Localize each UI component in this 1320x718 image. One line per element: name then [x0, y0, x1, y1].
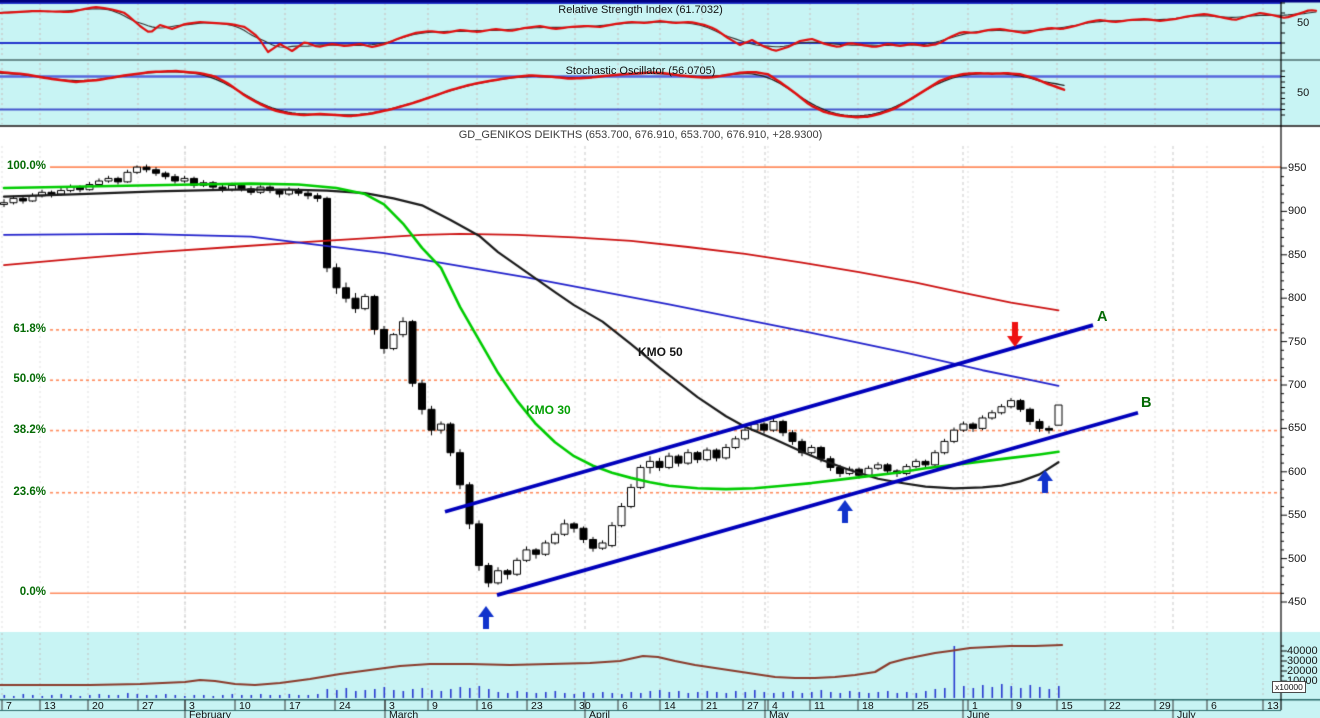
month-label: May — [769, 709, 789, 718]
date-tick-label: 18 — [862, 700, 874, 712]
date-tick-label: 7 — [6, 700, 12, 712]
stoch-panel-title: Stochastic Oscillator (56.0705) — [565, 65, 716, 77]
trendline-a-label: A — [1097, 309, 1108, 325]
fib-level-label: 61.8% — [13, 322, 46, 335]
month-label: March — [389, 709, 419, 718]
price-axis-label: 700 — [1288, 379, 1307, 391]
stoch-axis-label: 50 — [1297, 87, 1310, 99]
date-tick-label: 1 — [972, 700, 978, 712]
kmo50-annotation: KMO 50 — [638, 345, 683, 359]
price-axis-label: 600 — [1288, 465, 1307, 478]
date-tick-label: 27 — [142, 700, 154, 712]
price-axis-label: 650 — [1288, 422, 1307, 435]
month-label: June — [967, 709, 990, 718]
date-tick-label: 9 — [1016, 700, 1022, 712]
price-axis-label: 500 — [1288, 552, 1307, 565]
price-axis-label: 800 — [1288, 292, 1307, 305]
date-tick-label: 17 — [289, 700, 301, 712]
price-axis-label: 900 — [1288, 205, 1307, 218]
month-label: February — [189, 709, 232, 718]
date-tick-label: 23 — [531, 700, 543, 712]
volume-axis-label: 30000 — [1287, 655, 1318, 667]
date-tick-label: 3 — [189, 700, 195, 712]
price-axis-label: 450 — [1288, 596, 1307, 608]
date-tick-label: 16 — [481, 700, 493, 712]
fib-level-label: 100.0% — [6, 160, 46, 173]
date-tick-label: 6 — [622, 700, 628, 712]
date-tick-label: 6 — [1211, 700, 1217, 712]
volume-axis-label: 40000 — [1287, 645, 1318, 657]
date-tick-label: 9 — [432, 700, 438, 712]
fib-level-label: 0.0% — [19, 586, 46, 599]
price-axis-label: 750 — [1288, 335, 1307, 348]
fib-level-label: 38.2% — [13, 423, 46, 436]
volume-multiplier-badge: x10000 — [1272, 681, 1306, 693]
price-axis-label: 550 — [1288, 509, 1307, 522]
rsi-axis-label: 50 — [1297, 17, 1310, 29]
month-label: July — [1177, 709, 1196, 718]
kmo30-annotation: KMO 30 — [526, 403, 571, 417]
fib-level-label: 23.6% — [13, 485, 46, 498]
date-tick-label: 20 — [92, 700, 104, 712]
date-tick-label: 10 — [239, 700, 251, 712]
date-tick-label: 25 — [917, 700, 929, 712]
date-tick-label: 14 — [664, 700, 676, 712]
price-axis-label: 850 — [1288, 248, 1307, 261]
date-tick-label: 4 — [772, 700, 778, 712]
date-tick-label: 13 — [44, 700, 56, 712]
date-tick-label: 29 — [1159, 700, 1171, 712]
date-tick-label: 21 — [706, 700, 718, 712]
price-axis-label: 950 — [1288, 162, 1307, 174]
rsi-panel-title: Relative Strength Index (61.7032) — [558, 4, 723, 16]
month-label: April — [589, 709, 611, 718]
date-tick-label: 24 — [339, 700, 351, 712]
date-tick-label: 3 — [389, 700, 395, 712]
fib-level-label: 50.0% — [13, 373, 46, 386]
date-tick-label: 13 — [1267, 700, 1279, 712]
date-tick-label: 11 — [814, 700, 825, 712]
trendline-b-label: B — [1141, 395, 1152, 411]
date-tick-label: 15 — [1061, 700, 1073, 712]
main-panel-title: GD_GENIKOS DEIKTHS (653.700, 676.910, 65… — [458, 129, 823, 141]
date-tick-label: 22 — [1109, 700, 1121, 712]
volume-axis-label: 20000 — [1287, 665, 1318, 677]
date-tick-label: 30 — [579, 700, 591, 712]
date-tick-label: 27 — [747, 700, 759, 712]
